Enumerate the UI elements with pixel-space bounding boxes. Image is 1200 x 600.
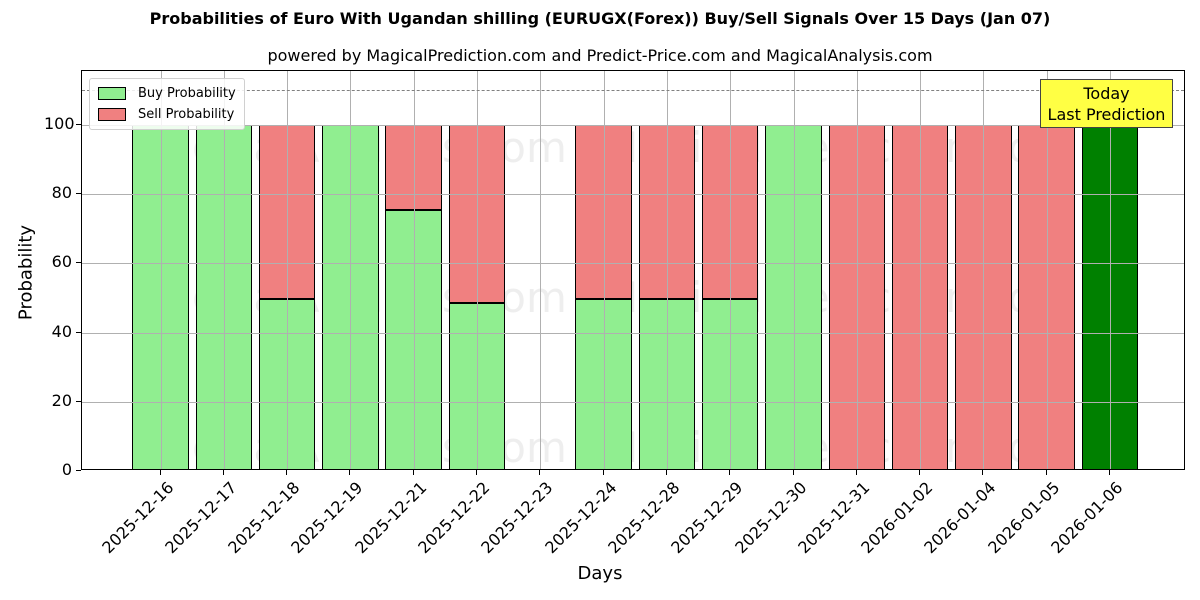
sell-swatch-icon bbox=[98, 108, 126, 121]
y-tick-mark bbox=[76, 331, 81, 333]
y-tick-label: 40 bbox=[51, 321, 72, 341]
y-tick-mark bbox=[76, 262, 81, 264]
x-tick-mark bbox=[982, 470, 984, 475]
y-tick-label: 20 bbox=[51, 390, 72, 410]
gridline-vertical bbox=[603, 71, 605, 469]
x-tick-mark bbox=[412, 470, 414, 475]
bar-sell bbox=[448, 125, 506, 303]
today-annotation: Today Last Prediction bbox=[1040, 79, 1173, 128]
gridline-horizontal bbox=[82, 194, 1184, 196]
gridline-vertical bbox=[856, 71, 858, 469]
bar-buy bbox=[132, 125, 189, 469]
gridline-vertical bbox=[223, 71, 225, 469]
gridline-vertical bbox=[730, 71, 732, 469]
gridline-vertical bbox=[477, 71, 478, 469]
x-tick-mark bbox=[855, 470, 857, 475]
y-tick-mark bbox=[76, 470, 81, 471]
chart-subtitle: powered by MagicalPrediction.com and Pre… bbox=[267, 46, 933, 65]
annotation-line-1: Today bbox=[1083, 84, 1130, 103]
x-tick-mark bbox=[286, 470, 288, 475]
legend: Buy Probability Sell Probability bbox=[89, 78, 245, 130]
y-tick-label: 0 bbox=[61, 460, 72, 479]
gridline-vertical bbox=[540, 71, 542, 469]
gridline-vertical bbox=[666, 71, 668, 469]
y-tick-mark bbox=[76, 124, 81, 125]
x-tick-mark bbox=[159, 470, 161, 475]
x-tick-mark bbox=[792, 470, 794, 475]
y-tick-label: 80 bbox=[51, 183, 72, 203]
bar-buy bbox=[765, 125, 822, 469]
gridline-vertical bbox=[920, 71, 922, 469]
y-axis-label: Probability bbox=[15, 224, 37, 321]
legend-item-sell: Sell Probability bbox=[98, 104, 236, 125]
x-tick-mark bbox=[665, 470, 667, 475]
gridline-vertical bbox=[160, 71, 162, 469]
y-tick-label: 60 bbox=[51, 252, 72, 272]
gridline-vertical bbox=[1110, 71, 1111, 469]
x-tick-mark bbox=[1045, 470, 1047, 475]
annotation-line-2: Last Prediction bbox=[1047, 105, 1166, 124]
gridline-vertical bbox=[983, 71, 985, 469]
gridline-vertical bbox=[413, 71, 415, 469]
gridline-vertical bbox=[287, 71, 289, 469]
x-tick-mark bbox=[729, 470, 731, 475]
gridline-horizontal bbox=[82, 401, 1184, 403]
gridline-horizontal bbox=[82, 125, 1184, 126]
bar-buy bbox=[448, 302, 506, 469]
x-tick-mark bbox=[602, 470, 604, 475]
y-tick-mark bbox=[76, 193, 81, 195]
gridline-vertical bbox=[1046, 71, 1048, 469]
y-tick-label: 100 bbox=[44, 114, 75, 133]
chart-title: Probabilities of Euro With Ugandan shill… bbox=[149, 9, 1051, 28]
x-tick-mark bbox=[222, 470, 224, 475]
legend-label-sell: Sell Probability bbox=[138, 107, 235, 122]
gridline-vertical bbox=[793, 71, 795, 469]
x-tick-mark bbox=[476, 470, 477, 475]
gridline-vertical bbox=[350, 71, 352, 469]
bar-today-buy bbox=[1081, 125, 1139, 469]
plot-area: MagicalAnalysis.com MagicalPrediction.co… bbox=[81, 70, 1185, 470]
x-tick-mark bbox=[919, 470, 921, 475]
gridline-horizontal bbox=[82, 332, 1184, 334]
x-tick-mark bbox=[539, 470, 541, 475]
gridline-horizontal bbox=[82, 263, 1184, 265]
legend-label-buy: Buy Probability bbox=[138, 86, 236, 101]
y-tick-mark bbox=[76, 400, 81, 402]
x-tick-mark bbox=[1109, 470, 1110, 475]
legend-item-buy: Buy Probability bbox=[98, 83, 236, 104]
x-axis-label: Days bbox=[577, 563, 623, 584]
buy-swatch-icon bbox=[98, 87, 126, 100]
x-tick-mark bbox=[349, 470, 351, 475]
threshold-line bbox=[82, 90, 1184, 92]
